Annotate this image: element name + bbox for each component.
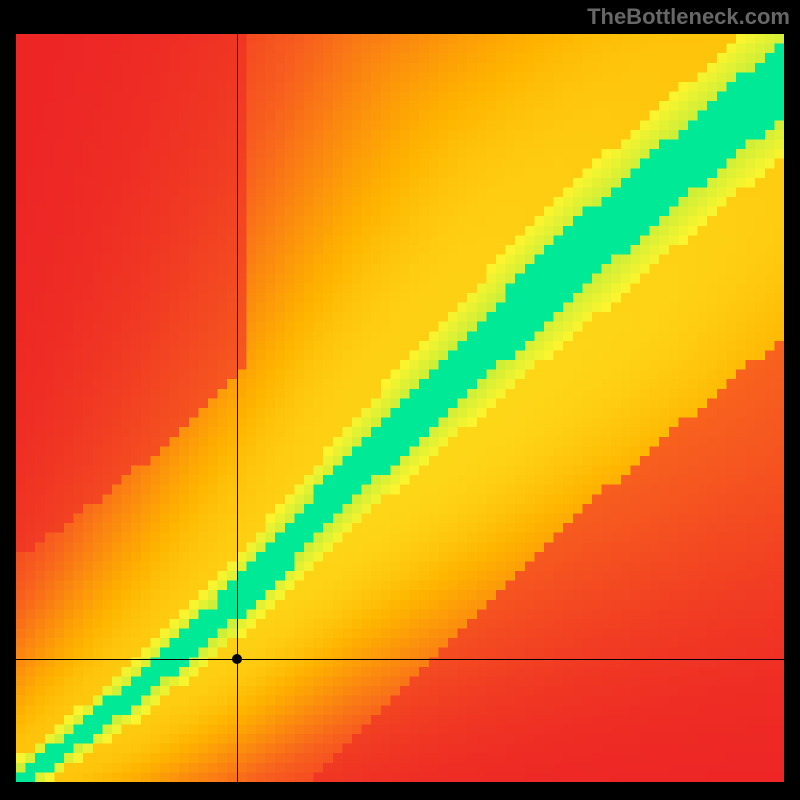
bottleneck-heatmap xyxy=(16,34,784,782)
crosshair-horizontal xyxy=(16,659,784,660)
crosshair-marker xyxy=(232,654,242,664)
plot-area xyxy=(16,34,784,782)
crosshair-vertical xyxy=(237,34,238,782)
chart-container: TheBottleneck.com xyxy=(0,0,800,800)
watermark-text: TheBottleneck.com xyxy=(587,4,790,30)
